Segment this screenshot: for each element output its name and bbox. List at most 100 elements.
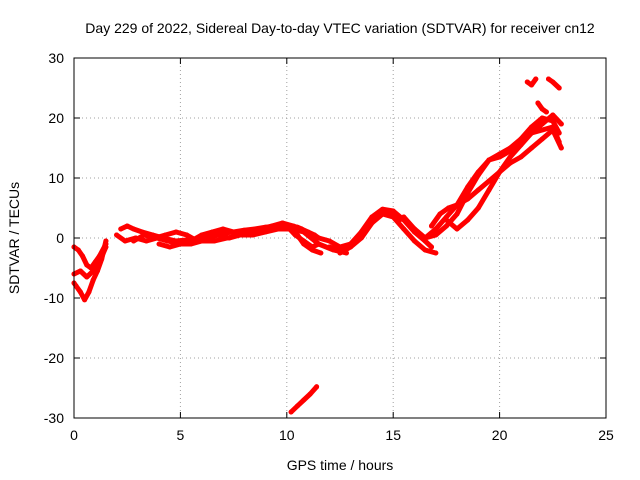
data-point	[114, 232, 120, 238]
data-point	[486, 187, 492, 193]
data-point	[556, 85, 562, 91]
data-point	[550, 79, 556, 85]
data-point	[199, 232, 205, 238]
series-track-12	[401, 115, 562, 241]
x-tick-label: 20	[492, 427, 508, 443]
data-point	[314, 384, 320, 390]
data-point	[475, 187, 481, 193]
data-point	[533, 76, 539, 82]
data-point	[97, 259, 102, 265]
data-point	[401, 226, 407, 232]
y-tick-label: -10	[44, 290, 64, 306]
data-point	[518, 154, 524, 160]
data-point	[412, 238, 417, 244]
data-point	[401, 214, 407, 220]
data-point	[390, 208, 396, 214]
data-point	[131, 238, 137, 244]
data-point	[507, 160, 513, 166]
data-point	[73, 283, 79, 289]
data-point	[263, 226, 268, 232]
data-point	[486, 157, 492, 163]
chart-title: Day 229 of 2022, Sidereal Day-to-day VTE…	[85, 20, 595, 36]
data-point	[437, 211, 443, 217]
data-point	[497, 154, 503, 160]
data-point	[543, 109, 549, 115]
series-track-15	[443, 127, 564, 232]
data-point	[299, 226, 305, 232]
data-point	[412, 226, 417, 232]
data-point	[288, 409, 294, 415]
data-point	[231, 229, 237, 235]
data-point	[309, 244, 315, 250]
data-point	[539, 121, 545, 127]
data-point	[443, 217, 449, 223]
data-point	[558, 121, 564, 127]
data-point	[539, 127, 545, 133]
data-point	[433, 226, 439, 232]
x-tick-label: 0	[70, 427, 78, 443]
data-point	[497, 169, 503, 175]
data-point	[301, 238, 307, 244]
data-point	[348, 244, 354, 250]
data-point	[529, 130, 534, 136]
data-point	[273, 223, 279, 229]
y-tick-label: 30	[48, 50, 64, 66]
data-point	[486, 178, 492, 184]
data-point	[433, 232, 439, 238]
series-track-11	[337, 211, 439, 256]
y-axis-label: SDTVAR / TECUs	[6, 182, 22, 294]
data-point	[90, 268, 96, 274]
data-point	[209, 229, 215, 235]
y-tick-label: 20	[48, 110, 64, 126]
data-point	[77, 268, 83, 274]
x-tick-label: 10	[279, 427, 295, 443]
data-point	[141, 232, 147, 238]
data-point	[122, 238, 128, 244]
data-point	[163, 232, 168, 238]
data-point	[454, 202, 460, 208]
data-point	[301, 397, 307, 403]
data-point	[90, 277, 96, 283]
data-point	[205, 235, 211, 241]
data-point	[390, 214, 396, 220]
y-tick-label: 10	[48, 170, 64, 186]
data-point	[252, 229, 258, 235]
data-point	[539, 136, 545, 142]
data-point	[211, 238, 217, 244]
data-point	[184, 232, 190, 238]
data-point	[465, 184, 471, 190]
data-point	[550, 112, 556, 118]
data-point	[241, 232, 247, 238]
data-point	[143, 238, 149, 244]
data-point	[312, 232, 317, 238]
data-point	[518, 142, 524, 148]
data-point	[535, 100, 541, 106]
data-point	[326, 238, 332, 244]
data-point	[173, 229, 179, 235]
data-point	[475, 205, 481, 211]
data-point	[529, 82, 534, 88]
data-point	[539, 106, 545, 112]
data-point	[220, 226, 226, 232]
data-series	[71, 76, 564, 415]
data-point	[369, 214, 375, 220]
data-point	[443, 223, 449, 229]
data-point	[429, 223, 434, 229]
data-point	[369, 220, 375, 226]
data-point	[454, 211, 460, 217]
data-point	[216, 232, 222, 238]
data-point	[294, 403, 300, 409]
x-tick-label: 5	[177, 427, 185, 443]
data-point	[307, 391, 313, 397]
data-point	[433, 250, 439, 256]
data-point	[422, 247, 428, 253]
data-point	[446, 205, 451, 211]
data-point	[152, 235, 158, 241]
data-point	[422, 235, 428, 241]
data-point	[165, 238, 171, 244]
data-point	[316, 241, 322, 247]
data-point	[86, 289, 92, 295]
data-point	[124, 223, 130, 229]
data-point	[84, 274, 90, 280]
